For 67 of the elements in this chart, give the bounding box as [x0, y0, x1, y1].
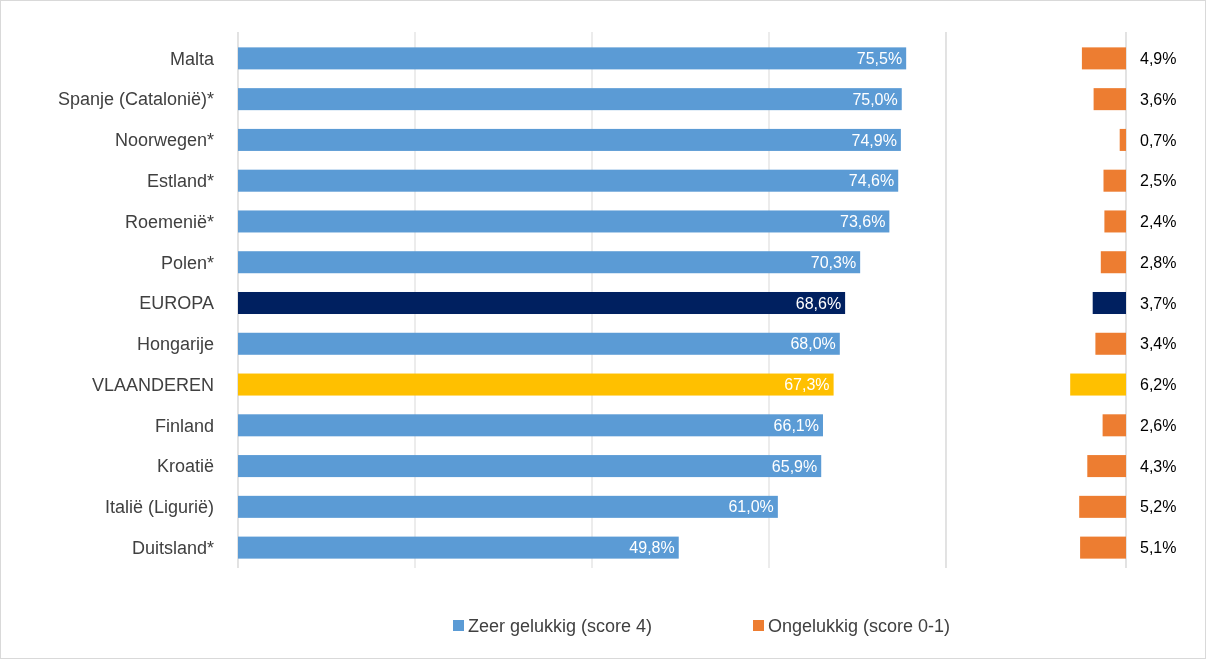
y-tick-label: EUROPA — [139, 293, 214, 314]
legend-label: Zeer gelukkig (score 4) — [468, 616, 653, 637]
bar — [1092, 291, 1126, 315]
data-label: 4,3% — [1140, 457, 1177, 475]
bar — [238, 88, 902, 111]
data-label: 2,6% — [1140, 416, 1177, 434]
data-label: 68,0% — [790, 335, 836, 353]
bar — [1119, 128, 1126, 151]
data-label: 4,9% — [1140, 49, 1177, 67]
data-label: 65,9% — [771, 457, 818, 475]
y-tick-label: Hongarije — [136, 334, 214, 355]
bar — [1070, 373, 1126, 396]
bar — [238, 169, 899, 192]
bar — [238, 210, 890, 233]
data-label: 70,3% — [810, 253, 857, 271]
bar — [1103, 169, 1126, 192]
bar — [1095, 332, 1126, 355]
data-label: 67,3% — [784, 376, 830, 394]
data-label: 61,0% — [728, 498, 774, 516]
data-label: 74,6% — [848, 172, 895, 190]
data-label: 68,6% — [795, 294, 842, 312]
legend-label: Ongelukkig (score 0-1) — [768, 616, 951, 637]
bar — [238, 332, 840, 355]
bar — [1100, 251, 1126, 274]
bar — [1080, 536, 1126, 559]
bar — [1087, 455, 1126, 478]
data-label: 66,1% — [773, 416, 819, 434]
data-label: 6,2% — [1140, 376, 1177, 394]
data-label: 2,5% — [1140, 172, 1177, 190]
bar — [238, 414, 823, 437]
bar — [238, 455, 822, 478]
data-label: 5,2% — [1140, 498, 1177, 516]
data-label: 3,6% — [1140, 90, 1177, 108]
bar — [1079, 495, 1126, 518]
y-tick-label: Estland* — [146, 170, 214, 191]
y-tick-label: Noorwegen* — [114, 130, 214, 151]
data-label: 5,1% — [1140, 539, 1177, 557]
bar — [1102, 414, 1126, 437]
bar — [1104, 210, 1126, 233]
y-tick-label: Finland — [154, 415, 214, 436]
bar — [1081, 47, 1126, 70]
bar — [238, 251, 861, 274]
data-label: 75,0% — [852, 90, 898, 108]
bar — [238, 536, 679, 559]
y-tick-label: VLAANDEREN — [91, 374, 214, 395]
data-label: 3,4% — [1140, 335, 1177, 353]
data-label: 0,7% — [1140, 131, 1177, 149]
bar — [1093, 88, 1126, 111]
data-label: 49,8% — [629, 539, 675, 557]
bar — [238, 373, 834, 396]
bar — [238, 291, 846, 315]
data-label: 2,8% — [1140, 253, 1177, 271]
y-tick-label: Kroatië — [156, 456, 214, 477]
y-tick-label: Duitsland* — [131, 537, 214, 558]
data-label: 73,6% — [839, 213, 886, 231]
data-label: 74,9% — [851, 131, 897, 149]
y-tick-label: Spanje (Catalonië)* — [57, 89, 214, 110]
data-label: 2,4% — [1140, 213, 1177, 231]
y-tick-label: Italië (Ligurië) — [104, 497, 214, 518]
y-tick-label: Roemenië* — [124, 211, 214, 232]
bar — [238, 128, 901, 151]
data-label: 3,7% — [1140, 294, 1177, 312]
data-label: 75,5% — [856, 49, 903, 67]
bar — [238, 47, 907, 70]
bar — [238, 495, 778, 518]
y-tick-label: Malta — [169, 48, 215, 69]
y-tick-label: Polen* — [160, 252, 214, 273]
